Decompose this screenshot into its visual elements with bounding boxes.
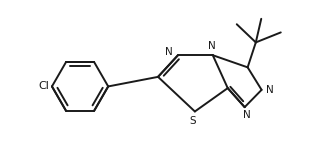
Text: Cl: Cl [38,81,49,92]
Text: S: S [189,116,196,126]
Text: N: N [266,85,274,95]
Text: N: N [243,110,250,120]
Text: N: N [165,47,173,57]
Text: N: N [208,41,216,51]
